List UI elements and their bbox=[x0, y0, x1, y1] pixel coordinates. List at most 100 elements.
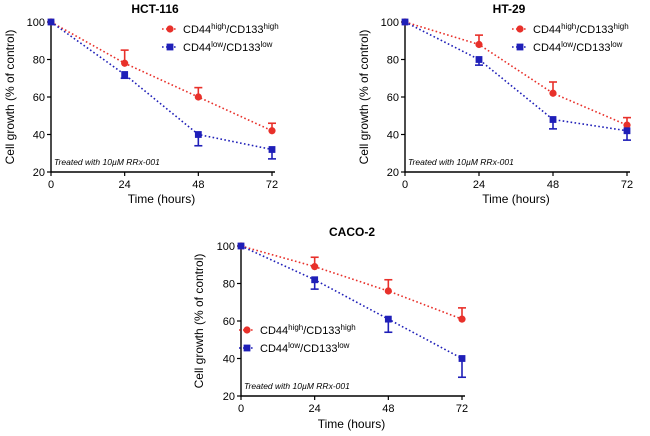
legend-label: CD44high/CD133high bbox=[183, 22, 279, 37]
y-tick-label: 40 bbox=[387, 130, 399, 142]
legend-entry-low: CD44low/CD133low bbox=[162, 40, 273, 54]
y-tick-label: 60 bbox=[223, 316, 235, 328]
series-line bbox=[404, 21, 628, 126]
legend-entry-high: CD44high/CD133high bbox=[239, 323, 356, 337]
series-line bbox=[50, 21, 273, 151]
series-line bbox=[240, 245, 463, 320]
legend-label-sup1: high bbox=[288, 323, 303, 332]
chart-title: HCT-116 bbox=[131, 2, 179, 16]
series-line bbox=[404, 21, 628, 132]
legend-label-sup2: high bbox=[264, 22, 279, 31]
x-tick-label: 0 bbox=[48, 179, 54, 191]
treatment-annotation: Treated with 10µM RRx-001 bbox=[408, 157, 514, 167]
legend-label-base: CD44 bbox=[183, 42, 211, 54]
x-axis-label: Time (hours) bbox=[482, 192, 550, 206]
data-point bbox=[623, 127, 631, 135]
data-point bbox=[475, 40, 483, 49]
x-tick-label: 72 bbox=[621, 179, 633, 191]
y-tick-label: 60 bbox=[387, 92, 399, 104]
legend-label-base: CD44 bbox=[533, 42, 561, 54]
legend-entry-low: CD44low/CD133low bbox=[239, 341, 350, 356]
y-tick-label: 80 bbox=[33, 55, 45, 67]
data-point bbox=[401, 18, 409, 26]
x-tick-label: 24 bbox=[309, 403, 321, 415]
legend-label: CD44low/CD133low bbox=[533, 40, 623, 55]
chart-title: HT-29 bbox=[493, 2, 526, 16]
data-point bbox=[384, 315, 392, 323]
data-point bbox=[237, 242, 245, 250]
legend-label-base: CD44 bbox=[183, 24, 211, 36]
y-tick-label: 80 bbox=[223, 279, 235, 291]
legend-label-sup2: low bbox=[610, 40, 622, 49]
data-point bbox=[268, 127, 276, 135]
axes-lines bbox=[240, 244, 465, 397]
legend-label-mid: /CD133 bbox=[576, 24, 613, 36]
data-point bbox=[47, 18, 55, 26]
y-tick-label: 100 bbox=[381, 17, 399, 29]
legend-label-sup2: low bbox=[337, 341, 349, 350]
y-tick-label: 100 bbox=[217, 241, 235, 253]
x-tick-label: 72 bbox=[456, 403, 468, 415]
chart-panel-1: HCT-116 20 40 60 80 100 0 24 48 72 Time (hours) Cel… bbox=[3, 2, 279, 206]
x-axis-label: Time (hours) bbox=[318, 417, 386, 431]
legend-label-mid: /CD133 bbox=[223, 42, 260, 54]
legend-marker bbox=[243, 326, 251, 334]
y-tick-label: 20 bbox=[33, 167, 45, 179]
legend-label-mid: /CD133 bbox=[303, 325, 340, 337]
legend-label-sup1: low bbox=[211, 40, 223, 49]
legend-label-mid: /CD133 bbox=[573, 42, 610, 54]
data-point bbox=[311, 263, 319, 271]
data-point bbox=[549, 116, 557, 123]
x-tick-label: 0 bbox=[402, 179, 408, 191]
data-point bbox=[311, 276, 319, 284]
chart-panel-2: HT-29 20 40 60 80 100 0 24 48 72 Time (hours) Cell … bbox=[357, 2, 633, 206]
legend-label-sup1: high bbox=[211, 22, 226, 31]
legend-entry-high: CD44high/CD133high bbox=[512, 22, 629, 37]
series-high bbox=[237, 242, 466, 323]
legend-label-sup1: high bbox=[561, 22, 576, 31]
legend-label-mid: /CD133 bbox=[300, 343, 337, 355]
legend-entry-high: CD44high/CD133high bbox=[162, 22, 279, 37]
series-low bbox=[237, 242, 466, 379]
legend-entry-low: CD44low/CD133low bbox=[512, 40, 623, 55]
legend-marker bbox=[166, 25, 174, 33]
treatment-annotation: Treated with 10µM RRx-001 bbox=[244, 381, 350, 391]
data-point bbox=[121, 59, 129, 67]
data-point bbox=[268, 146, 276, 153]
legend-label-mid: /CD133 bbox=[226, 24, 263, 36]
legend-label-sup1: low bbox=[288, 341, 300, 350]
x-axis-label: Time (hours) bbox=[128, 192, 196, 206]
y-axis-label: Cell growth (% of control) bbox=[3, 30, 17, 165]
legend-label-base: CD44 bbox=[260, 343, 288, 355]
legend-label-base: CD44 bbox=[533, 24, 561, 36]
data-point bbox=[458, 355, 466, 362]
data-point bbox=[623, 121, 631, 129]
legend-label-base: CD44 bbox=[260, 325, 288, 337]
series-low bbox=[47, 18, 276, 160]
chart-panel-3: CACO-2 20 40 60 80 100 0 24 48 72 Time (hours) Cell… bbox=[192, 225, 468, 431]
series-line bbox=[240, 245, 463, 360]
legend-label-sup2: low bbox=[260, 40, 272, 49]
y-tick-label: 40 bbox=[33, 130, 45, 142]
x-tick-label: 24 bbox=[473, 179, 485, 191]
y-axis-label: Cell growth (% of control) bbox=[357, 30, 371, 165]
y-tick-label: 80 bbox=[387, 55, 399, 67]
data-point bbox=[549, 89, 557, 97]
legend-label-sup1: low bbox=[561, 40, 573, 49]
legend-label: CD44high/CD133high bbox=[533, 22, 629, 37]
legend-label-sup2: high bbox=[341, 323, 356, 332]
treatment-annotation: Treated with 10µM RRx-001 bbox=[54, 157, 160, 167]
y-tick-label: 60 bbox=[33, 92, 45, 104]
data-point bbox=[475, 56, 483, 63]
data-point bbox=[194, 131, 202, 138]
x-tick-label: 48 bbox=[382, 403, 394, 415]
legend-label-sup2: high bbox=[614, 22, 629, 31]
x-tick-label: 24 bbox=[119, 179, 131, 191]
y-tick-label: 40 bbox=[223, 354, 235, 366]
y-tick-label: 20 bbox=[387, 167, 399, 179]
series-low bbox=[401, 18, 631, 141]
series-line bbox=[50, 21, 273, 132]
legend-label: CD44low/CD133low bbox=[260, 341, 350, 356]
chart-title: CACO-2 bbox=[329, 225, 375, 239]
